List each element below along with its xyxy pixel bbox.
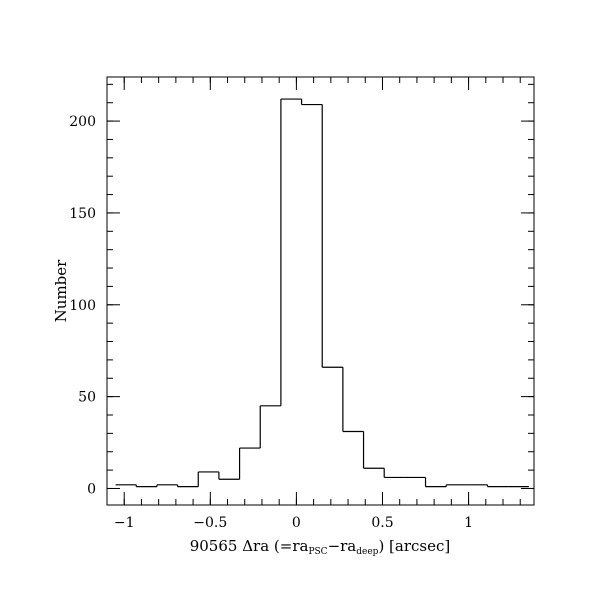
plot-frame xyxy=(106,76,535,506)
y-tick-label: 200 xyxy=(69,114,96,130)
y-tick-label: 50 xyxy=(78,390,96,406)
x-axis-label-prefix: 90565 Δra (=ra xyxy=(190,537,309,555)
x-axis-label: 90565 Δra (=raPSC−radeep) [arcsec] xyxy=(190,537,451,557)
y-axis-label: Number xyxy=(52,259,70,322)
plot-layer: −1 −0.5 0 0.5 1 0 50 100 150 200 xyxy=(69,76,535,531)
x-axis-label-sub-deep: deep xyxy=(356,547,378,557)
x-axis-label-suffix: ) [arcsec] xyxy=(378,537,450,555)
y-tick-label: 150 xyxy=(69,206,96,222)
y-tick-label: 0 xyxy=(87,481,96,497)
x-tick-label: −0.5 xyxy=(193,515,227,531)
x-tick-label: −1 xyxy=(114,515,135,531)
x-axis-label-sub-psc: PSC xyxy=(308,547,327,557)
x-tick-label: 1 xyxy=(464,515,473,531)
x-tick-label: 0.5 xyxy=(371,515,393,531)
y-tick-label: 100 xyxy=(69,298,96,314)
x-axis-label-mid: −ra xyxy=(328,537,357,555)
x-tick-label: 0 xyxy=(292,515,301,531)
